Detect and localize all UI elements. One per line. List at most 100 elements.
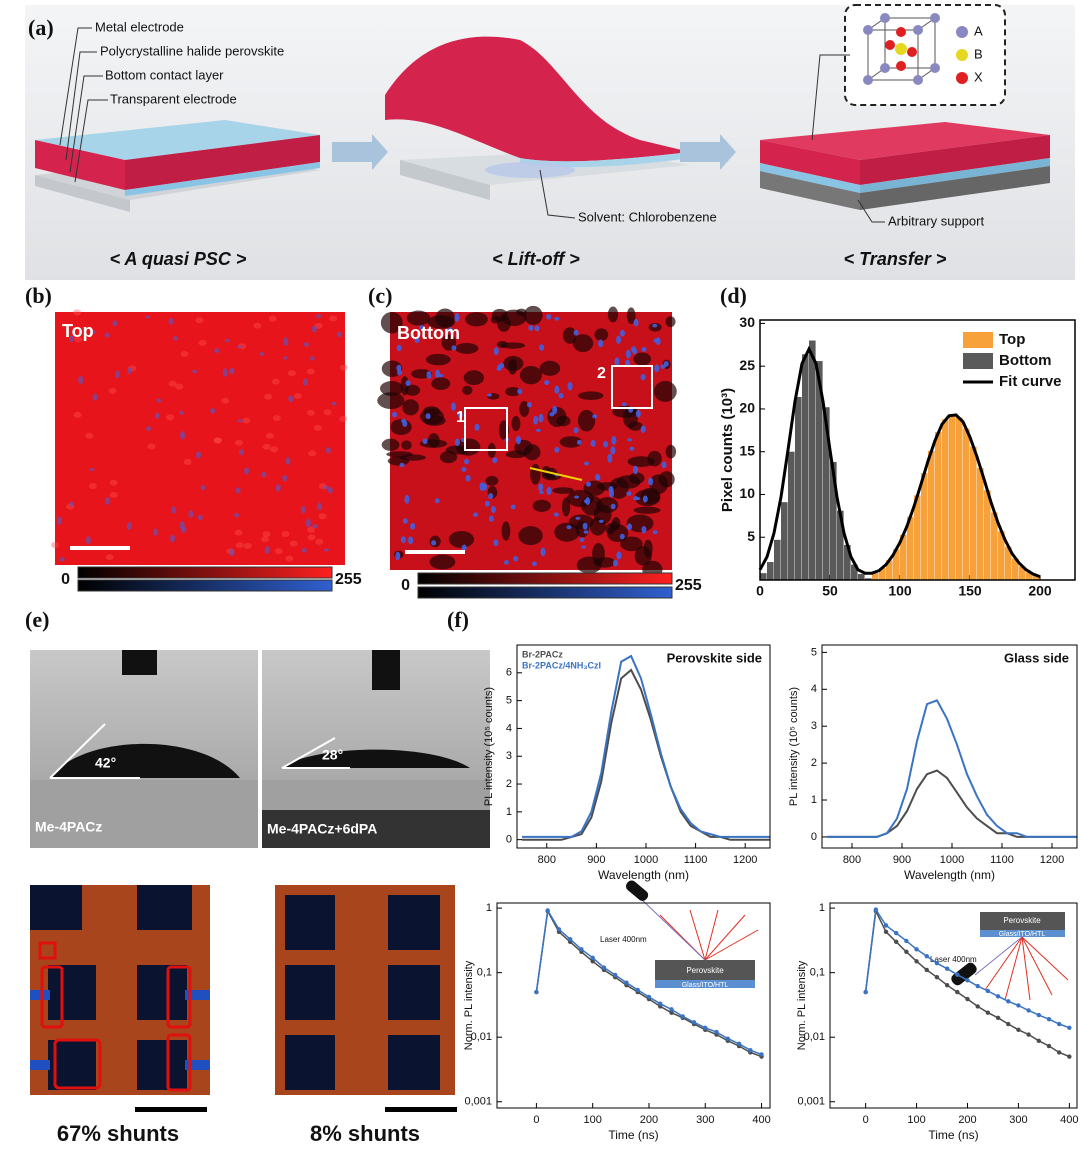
atom-label: B — [974, 46, 983, 61]
histogram-bar — [1012, 558, 1019, 580]
dark-region — [242, 417, 251, 424]
grain-dot — [104, 332, 110, 338]
plot-frame — [821, 644, 1078, 849]
grain-dot — [327, 487, 333, 494]
grain-dot — [479, 482, 485, 491]
grain-dot — [652, 530, 658, 535]
dark-region — [175, 383, 184, 390]
grain-dot — [235, 487, 241, 494]
inset-label: Glass/ITO/HTL — [999, 931, 1046, 938]
histogram-bar — [942, 419, 949, 580]
grain-dot — [244, 467, 250, 475]
dark-region — [431, 377, 451, 390]
inset-label: Glass/ITO/HTL — [682, 982, 729, 989]
grain-dot — [544, 380, 550, 386]
dark-region — [381, 438, 400, 451]
grain-dot — [490, 506, 496, 514]
histogram-bar — [858, 574, 865, 580]
grain-dot — [422, 438, 428, 445]
grain-dot — [451, 345, 457, 351]
histogram-bar — [984, 490, 991, 580]
dark-region — [213, 437, 222, 444]
x-tick-label: 200 — [640, 1114, 658, 1126]
y-tick-label: 1 — [819, 902, 825, 914]
x-axis-label: Time (ns) — [928, 1128, 978, 1142]
grain-dot — [169, 534, 175, 543]
grain-dot — [69, 335, 75, 343]
dark-region — [463, 370, 485, 386]
dark-region — [74, 336, 83, 343]
grain-dot — [105, 497, 111, 505]
grain-dot — [573, 329, 579, 336]
dark-region — [147, 443, 156, 450]
panel-label: (d) — [720, 283, 747, 308]
support — [860, 166, 1050, 210]
dark-region — [500, 342, 526, 349]
grain-dot — [661, 461, 667, 469]
grain-dot — [171, 506, 177, 514]
grain-dot — [583, 530, 589, 534]
grain-dot — [214, 348, 220, 354]
dark-region — [577, 409, 596, 432]
grain-dot — [515, 435, 521, 445]
x-tick-label: 300 — [696, 1114, 714, 1126]
dark-region — [287, 370, 296, 377]
support — [760, 171, 860, 210]
grain-dot — [640, 373, 646, 381]
y-axis-label: PL intensity (10⁵ counts) — [483, 687, 495, 806]
x-tick-label: 400 — [1060, 1114, 1078, 1126]
grain-dot — [486, 393, 492, 397]
grain-dot — [282, 474, 288, 482]
dark-region — [339, 415, 348, 422]
grain-dot — [336, 331, 342, 338]
perovskite — [760, 140, 860, 185]
grain-dot — [492, 457, 498, 464]
dark-region — [420, 408, 444, 425]
grain-dot — [153, 528, 159, 536]
arrow — [680, 134, 736, 170]
x-tick-label: 1100 — [990, 854, 1014, 866]
dark-region — [626, 514, 654, 533]
dark-region — [485, 475, 499, 486]
metal — [520, 152, 690, 168]
grain-dot — [554, 446, 560, 453]
grain-dot — [410, 522, 416, 530]
grain-dot — [229, 367, 235, 375]
grain-dot — [553, 512, 559, 517]
dark-region — [380, 381, 404, 397]
dark-region — [490, 315, 501, 324]
grain-dot — [493, 539, 499, 547]
grain-dot — [652, 323, 658, 328]
map-label: Bottom — [397, 323, 460, 343]
histogram-bar — [963, 428, 970, 580]
y-tick-label: 0 — [506, 834, 512, 846]
panel-label: (a) — [28, 15, 54, 40]
grain-dot — [300, 506, 306, 514]
grain-dot — [655, 337, 661, 346]
grain-dot — [454, 312, 460, 322]
y-tick-label: 2 — [506, 778, 512, 790]
map-label: Top — [62, 321, 94, 341]
legend-atom — [956, 49, 968, 61]
histogram-bar — [1033, 575, 1040, 580]
grain-dot — [400, 536, 406, 543]
sample-label: Me-4PACz — [35, 819, 102, 835]
y-tick-label: 6 — [506, 667, 512, 679]
y-tick-label: 5 — [747, 528, 755, 544]
grain-dot — [112, 320, 118, 327]
dark-region — [329, 315, 338, 322]
grain-dot — [612, 559, 618, 567]
dark-region — [406, 310, 431, 326]
grain-dot — [435, 369, 441, 378]
panel-label: (b) — [25, 283, 52, 308]
histogram-bar — [928, 450, 935, 580]
grain-dot — [402, 518, 408, 524]
grain-dot — [146, 426, 152, 431]
grain-dot — [582, 522, 588, 530]
histogram-bar — [774, 539, 781, 580]
pl-line — [827, 699, 1077, 838]
grain-dot — [575, 516, 581, 520]
dark-region — [234, 529, 243, 536]
dark-region — [547, 406, 567, 427]
grain-dot — [641, 346, 647, 352]
